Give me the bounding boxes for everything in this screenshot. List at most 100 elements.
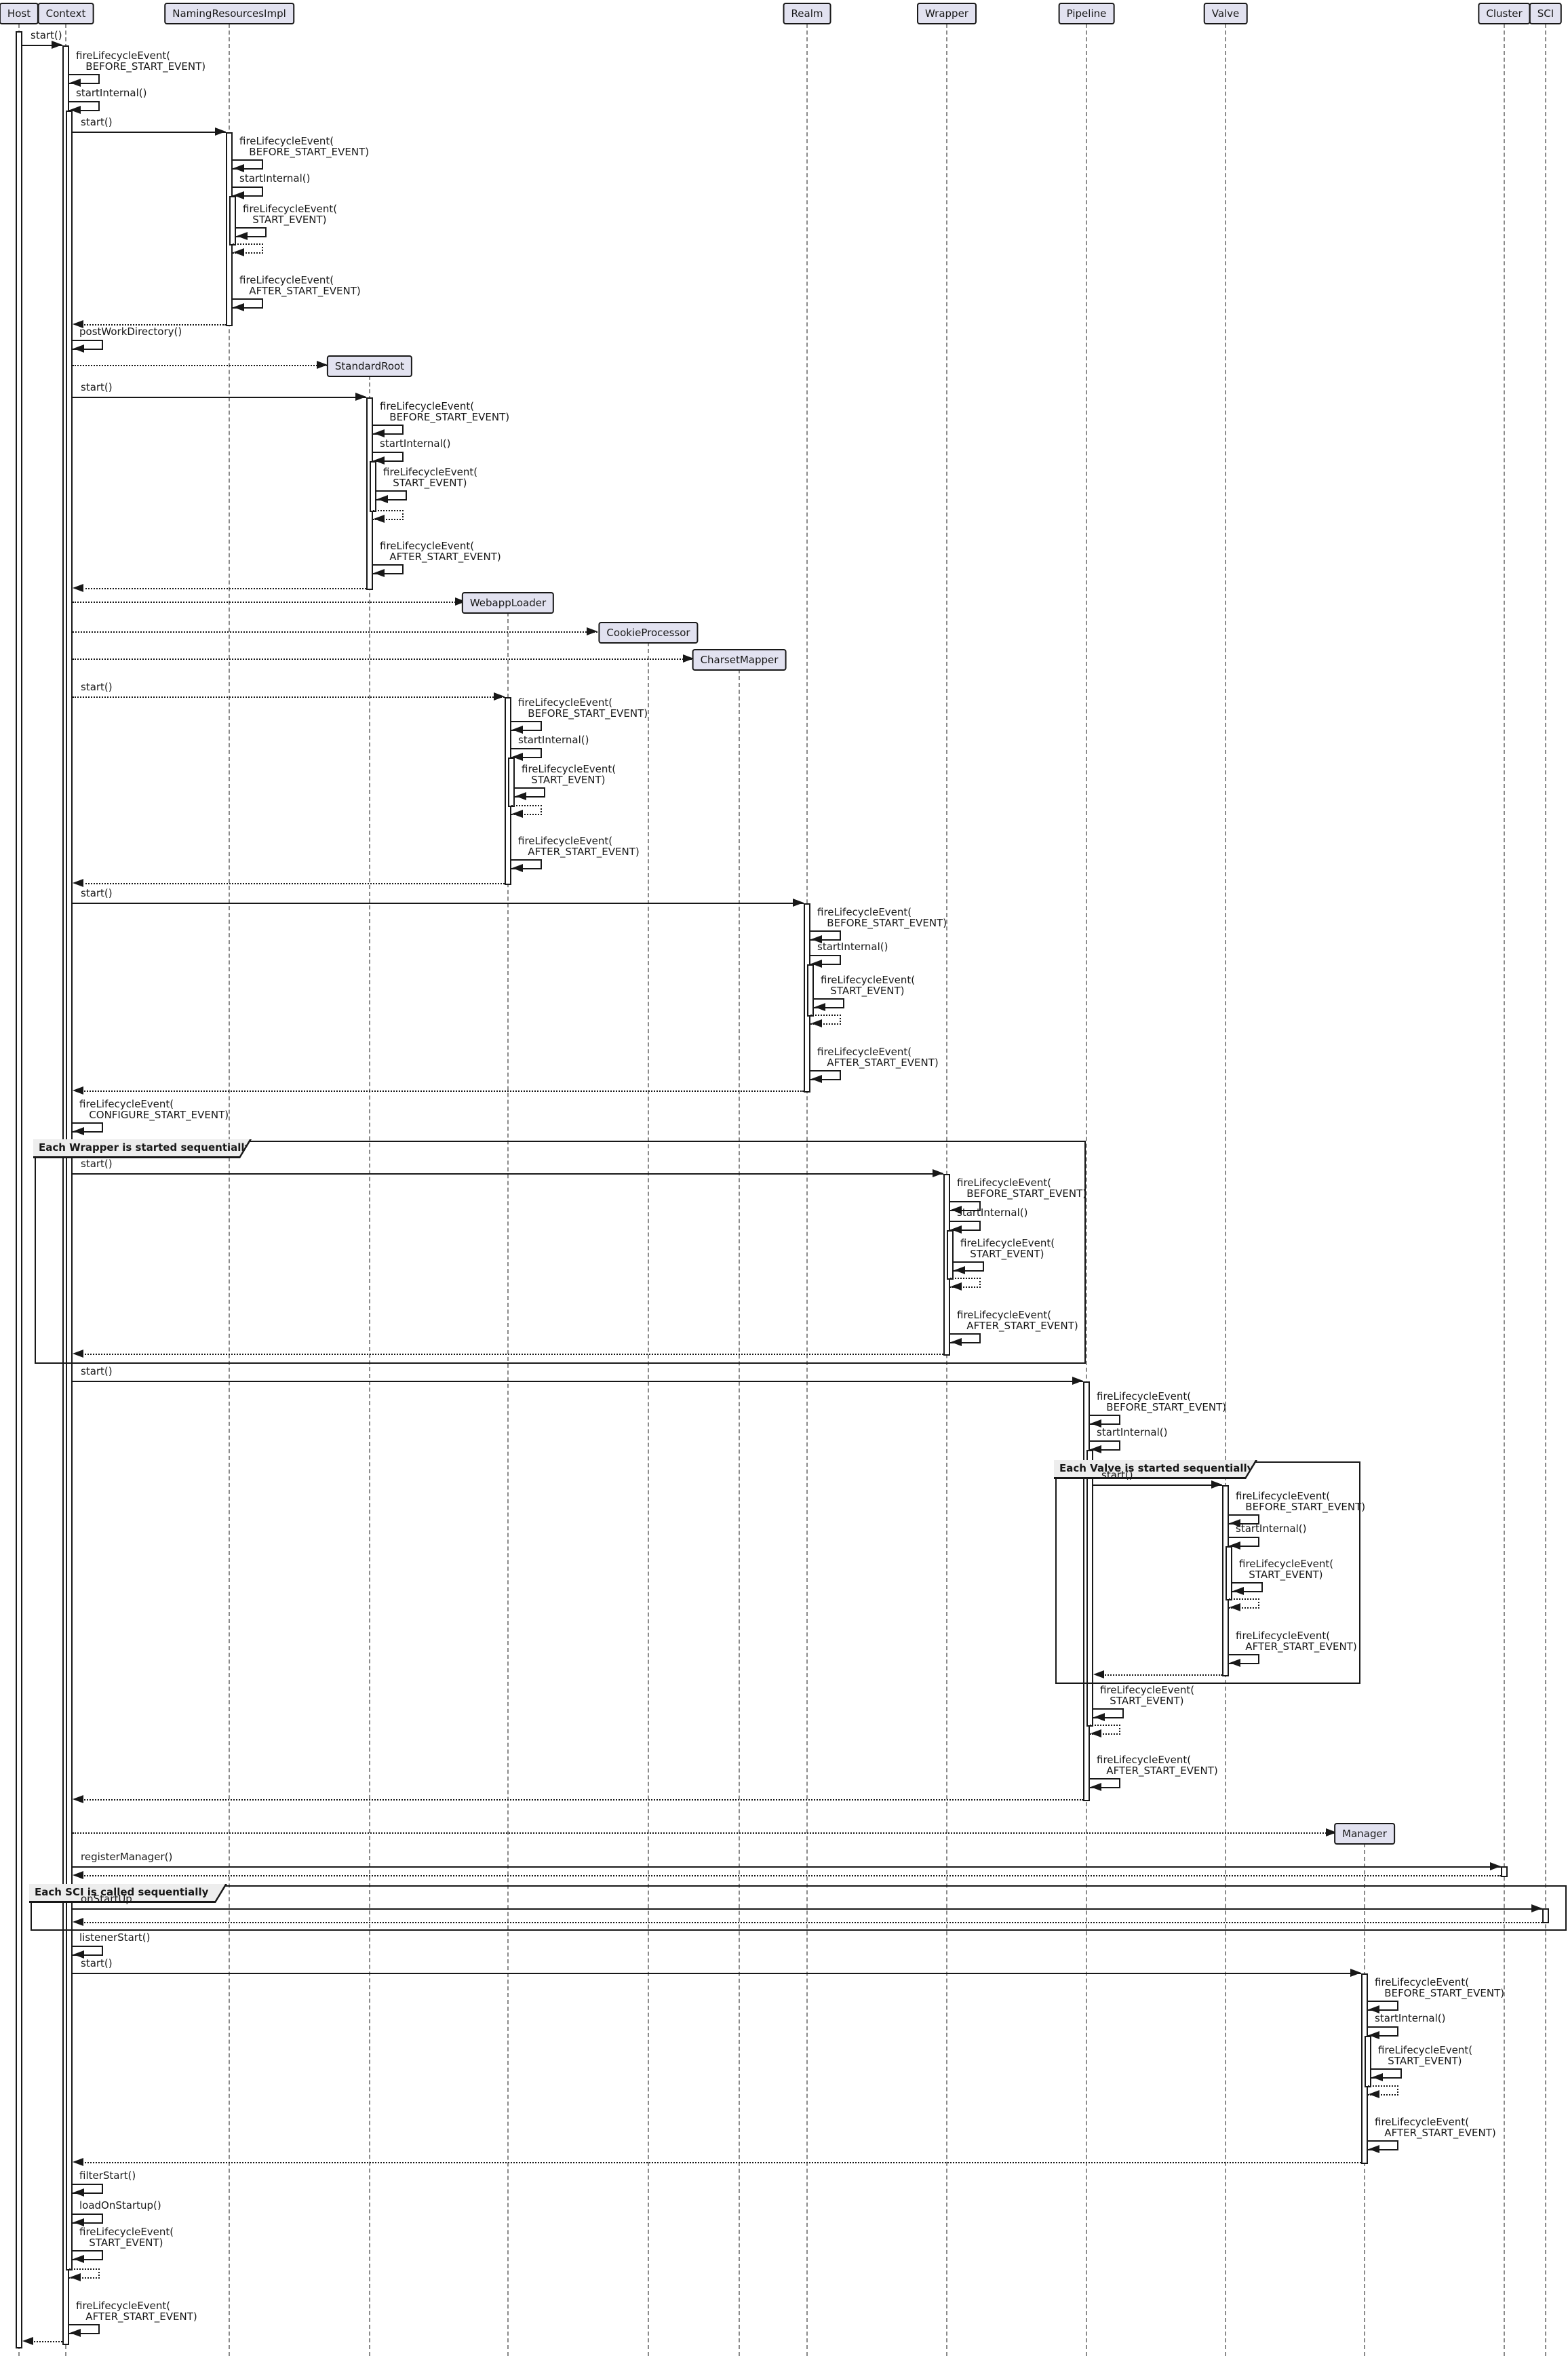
self-message-arrow bbox=[511, 859, 542, 869]
self-message-arrow bbox=[373, 452, 404, 462]
self-message-arrow bbox=[1229, 1598, 1259, 1609]
create-arrow-line bbox=[73, 1832, 1337, 1834]
arrowhead bbox=[70, 2273, 81, 2281]
message-arrow-line bbox=[73, 903, 804, 904]
activation-bar-webapploader bbox=[508, 758, 515, 807]
message-label: listenerStart() bbox=[79, 1931, 151, 1944]
arrowhead bbox=[815, 1003, 825, 1011]
activation-bar-standardroot bbox=[370, 461, 376, 512]
return-arrow-line bbox=[82, 2162, 1361, 2163]
self-message-arrow bbox=[373, 425, 404, 435]
self-message-arrow bbox=[376, 490, 407, 500]
arrowhead bbox=[1369, 2031, 1379, 2039]
arrowhead bbox=[1091, 1783, 1101, 1791]
self-message-arrow bbox=[950, 1333, 981, 1343]
arrowhead bbox=[515, 792, 526, 800]
arrowhead bbox=[73, 584, 83, 592]
self-message-arrow bbox=[69, 2268, 100, 2279]
return-arrow-line bbox=[82, 1875, 1501, 1876]
message-label: fireLifecycleEvent( START_EVENT) bbox=[1239, 1558, 1334, 1581]
loop-frame-label: Each Wrapper is started sequentially bbox=[33, 1139, 250, 1156]
self-message-arrow bbox=[1090, 1725, 1120, 1735]
self-message-arrow bbox=[950, 1221, 981, 1231]
arrowhead bbox=[1230, 1541, 1240, 1550]
return-arrow-line bbox=[82, 1922, 1542, 1923]
message-label: fireLifecycleEvent( BEFORE_START_EVENT) bbox=[76, 50, 206, 73]
arrowhead bbox=[1093, 1670, 1104, 1678]
message-label: fireLifecycleEvent( BEFORE_START_EVENT) bbox=[1097, 1390, 1227, 1413]
arrowhead bbox=[954, 1266, 965, 1274]
self-message-arrow bbox=[69, 74, 100, 84]
message-label: fireLifecycleEvent( AFTER_START_EVENT) bbox=[1236, 1630, 1357, 1653]
self-message-arrow bbox=[1093, 1708, 1124, 1718]
return-arrow-line bbox=[32, 2341, 62, 2342]
arrowhead bbox=[1490, 1862, 1501, 1870]
self-message-arrow bbox=[233, 243, 263, 254]
arrowhead bbox=[512, 753, 523, 761]
arrowhead bbox=[951, 1225, 962, 1234]
self-message-arrow bbox=[810, 1015, 841, 1025]
message-label: fireLifecycleEvent( START_EVENT) bbox=[522, 763, 616, 786]
activation-bar-pipeline bbox=[1086, 1450, 1093, 1727]
participant-box-webapploader: WebappLoader bbox=[461, 592, 555, 614]
self-message-arrow bbox=[1368, 2026, 1398, 2037]
return-arrow-line bbox=[82, 588, 366, 589]
message-label: fireLifecycleEvent( START_EVENT) bbox=[79, 2226, 174, 2249]
arrowhead bbox=[1230, 1519, 1240, 1527]
arrowhead bbox=[374, 569, 385, 577]
self-message-arrow bbox=[511, 748, 542, 758]
message-label: fireLifecycleEvent( AFTER_START_EVENT) bbox=[957, 1309, 1078, 1332]
arrowhead bbox=[811, 1019, 822, 1027]
arrowhead bbox=[22, 2337, 33, 2345]
loop-frame bbox=[31, 1885, 1567, 1931]
participant-box-charsetmapper: CharsetMapper bbox=[692, 649, 787, 671]
arrowhead bbox=[73, 1127, 84, 1135]
self-message-arrow bbox=[236, 227, 267, 237]
self-message-arrow bbox=[814, 998, 844, 1008]
arrowhead bbox=[73, 1795, 83, 1803]
message-label: registerManager() bbox=[81, 1851, 173, 1863]
arrowhead bbox=[73, 2158, 83, 2166]
message-label: fireLifecycleEvent( BEFORE_START_EVENT) bbox=[239, 135, 370, 158]
arrowhead bbox=[316, 361, 328, 369]
participant-box-pipeline: Pipeline bbox=[1058, 3, 1115, 24]
self-message-arrow bbox=[1090, 1415, 1120, 1425]
message-label: fireLifecycleEvent( CONFIGURE_START_EVEN… bbox=[79, 1098, 229, 1121]
message-label: postWorkDirectory() bbox=[79, 326, 182, 338]
self-message-arrow bbox=[1229, 1654, 1259, 1664]
message-label: fireLifecycleEvent( BEFORE_START_EVENT) bbox=[1236, 1490, 1366, 1513]
arrowhead bbox=[1230, 1659, 1240, 1667]
arrowhead bbox=[1369, 2090, 1379, 2098]
arrowhead bbox=[1233, 1587, 1244, 1595]
self-message-arrow bbox=[373, 564, 404, 574]
arrowhead bbox=[811, 1075, 822, 1083]
message-label: fireLifecycleEvent( BEFORE_START_EVENT) bbox=[817, 906, 947, 929]
message-arrow-line bbox=[73, 1908, 1542, 1910]
message-label: start() bbox=[81, 887, 113, 899]
arrowhead bbox=[355, 393, 366, 401]
lifeline-cookieprocessor bbox=[648, 642, 649, 2356]
self-message-arrow bbox=[1090, 1440, 1120, 1451]
arrowhead bbox=[1091, 1445, 1101, 1453]
lifeline-sci bbox=[1545, 24, 1546, 2356]
self-message-arrow bbox=[73, 340, 103, 350]
message-label: start() bbox=[31, 29, 62, 41]
lifeline-valve bbox=[1225, 24, 1226, 2356]
arrowhead bbox=[1230, 1603, 1240, 1611]
activation-bar-cluster bbox=[1501, 1866, 1508, 1877]
participant-box-manager: Manager bbox=[1334, 1823, 1395, 1845]
self-message-arrow bbox=[233, 186, 263, 197]
arrowhead bbox=[73, 345, 84, 353]
arrowhead bbox=[1211, 1480, 1222, 1489]
arrowhead bbox=[73, 1350, 83, 1358]
message-arrow-line bbox=[73, 1381, 1083, 1382]
arrowhead bbox=[951, 1338, 962, 1346]
message-arrow-line bbox=[1093, 1484, 1222, 1486]
message-label: fireLifecycleEvent( BEFORE_START_EVENT) bbox=[380, 400, 510, 423]
activation-bar-namingresourcesimpl bbox=[229, 196, 236, 245]
activation-bar-realm bbox=[807, 964, 814, 1017]
self-message-arrow bbox=[1368, 2140, 1398, 2150]
self-message-arrow bbox=[954, 1261, 984, 1272]
self-message-arrow bbox=[73, 2184, 103, 2194]
message-label: start() bbox=[81, 1158, 113, 1170]
